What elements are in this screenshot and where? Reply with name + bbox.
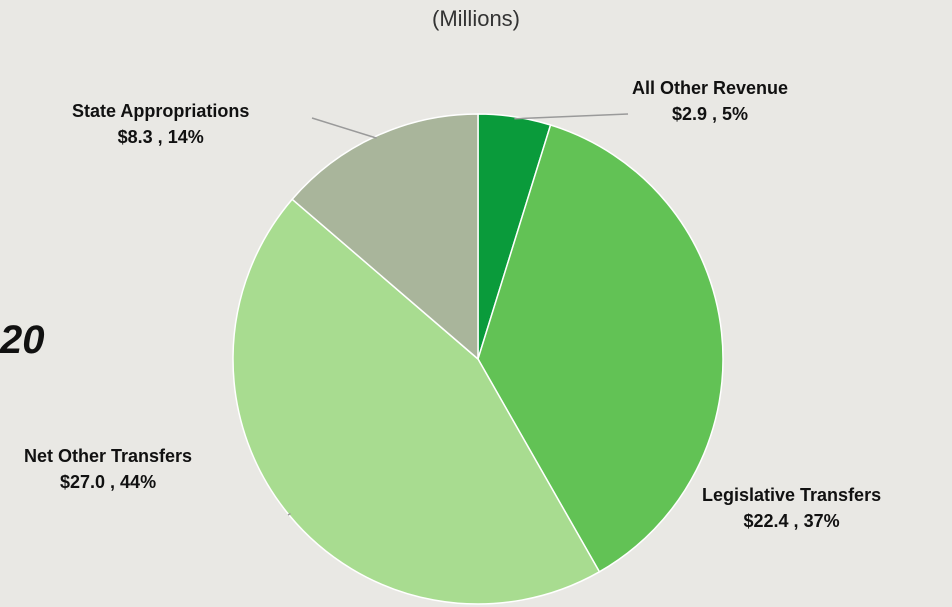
leader-line xyxy=(514,113,629,120)
slice-name: State Appropriations xyxy=(72,101,250,121)
slice-value: $22.4 , 37% xyxy=(743,511,840,532)
slice-name: All Other Revenue xyxy=(632,78,789,98)
slice-name: Legislative Transfers xyxy=(702,485,882,505)
slice-name: Net Other Transfers xyxy=(24,446,193,466)
pie-slice-legislative-transfers xyxy=(477,124,724,573)
slice-label-state-appropriations: State Appropriations $8.3 , 14% xyxy=(72,98,249,150)
slice-value: $27.0 , 44% xyxy=(59,472,157,493)
slice-label-all-other-revenue: All Other Revenue $2.9 , 5% xyxy=(632,75,788,127)
leader-line xyxy=(311,117,377,139)
slice-value: $8.3 , 14% xyxy=(117,127,204,148)
chart-subtitle: (Millions) xyxy=(432,6,520,31)
slice-value: $2.9 , 5% xyxy=(671,104,749,125)
slice-label-legislative-transfers: Legislative Transfers $22.4 , 37% xyxy=(702,482,881,534)
partial-title-text: 20 xyxy=(0,318,45,362)
leader-line xyxy=(287,512,291,516)
slice-label-net-other-transfers: Net Other Transfers $27.0 , 44% xyxy=(24,443,192,495)
pie-slice-state-appropriations xyxy=(291,113,479,361)
